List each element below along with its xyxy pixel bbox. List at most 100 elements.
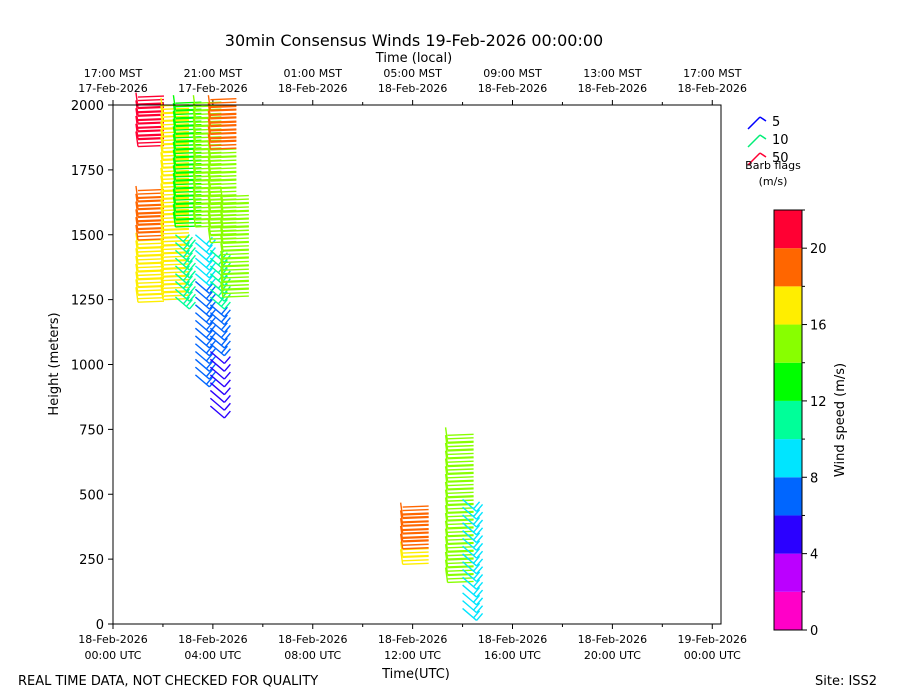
colorbar-segment — [774, 324, 802, 363]
colorbar-label: Wind speed (m/s) — [833, 363, 848, 477]
wind-barb — [220, 219, 249, 236]
wind-barb — [220, 250, 249, 267]
y-tick-label: 1500 — [71, 229, 104, 244]
wind-barb — [194, 257, 216, 271]
wind-barb — [207, 110, 237, 127]
wind-barb — [462, 522, 484, 536]
top-tick-label-date: 17-Feb-2026 — [178, 82, 247, 95]
x-tick-label-date: 18-Feb-2026 — [378, 633, 447, 646]
wind-barb — [220, 188, 249, 205]
colorbar-tick-label: 12 — [810, 395, 827, 410]
colorbar-segment — [774, 362, 802, 401]
wind-barb — [135, 217, 164, 233]
wind-barb — [444, 427, 474, 444]
x-axis-ticks: 18-Feb-2026 00:00 UTC 18-Feb-2026 04:00 UTC… — [78, 624, 747, 662]
disclaimer-text: REAL TIME DATA, NOT CHECKED FOR QUALITY — [18, 674, 319, 689]
wind-barb — [194, 280, 216, 294]
barb-legend-entry: 5 — [747, 115, 780, 130]
wind-barb — [462, 561, 484, 575]
x-tick-label-date: 18-Feb-2026 — [478, 633, 547, 646]
wind-barb — [194, 366, 216, 380]
wind-barb — [174, 280, 196, 294]
x-tick-label-date: 19-Feb-2026 — [678, 633, 747, 646]
wind-barb — [194, 327, 216, 341]
wind-barb — [135, 108, 164, 124]
colorbar-segment — [774, 286, 802, 325]
colorbar-tick-label: 4 — [810, 548, 818, 563]
site-label: Site: ISS2 — [815, 674, 878, 689]
wind-barb — [462, 607, 484, 621]
wind-barb — [220, 204, 249, 220]
wind-barb — [194, 288, 216, 302]
wind-barb — [135, 232, 164, 249]
barb-legend-label: 5 — [772, 115, 780, 130]
wind-barb — [194, 350, 216, 365]
wind-barb — [160, 159, 189, 176]
wind-barb — [444, 473, 474, 490]
top-tick-label-time: 13:00 MST — [583, 67, 642, 80]
wind-barb — [444, 450, 474, 467]
wind-barb — [220, 274, 249, 290]
wind-barb — [220, 266, 249, 283]
wind-barb — [135, 248, 164, 264]
x-tick-label-time: 00:00 UTC — [684, 649, 741, 662]
wind-barb — [194, 296, 216, 310]
wind-barb — [160, 175, 189, 192]
wind-speed-colorbar: 0 4 8 12 16 20 — [773, 209, 827, 639]
top-tick-label-date: 18-Feb-2026 — [478, 82, 547, 95]
wind-barb — [220, 243, 249, 259]
colorbar-segment — [774, 248, 802, 287]
wind-barb — [174, 288, 196, 302]
colorbar-segment — [774, 591, 802, 630]
y-tick-label: 1750 — [71, 164, 104, 179]
wind-barb — [135, 240, 164, 257]
colorbar-tick-label: 0 — [810, 624, 818, 639]
wind-barb — [444, 458, 474, 475]
wind-barb — [209, 343, 231, 357]
colorbar-segment — [774, 515, 802, 554]
barb-flags-legend: 5 10 50 — [747, 115, 789, 166]
wind-barb — [444, 435, 474, 451]
wind-barb — [135, 255, 164, 272]
wind-barb — [160, 222, 189, 239]
wind-barb — [160, 284, 189, 301]
barb-legend-entry: 10 — [747, 133, 789, 148]
x-tick-label-time: 00:00 UTC — [84, 649, 141, 662]
y-tick-label: 0 — [96, 618, 104, 633]
wind-barb — [207, 165, 237, 181]
chart-title: 30min Consensus Winds 19-Feb-2026 00:00:… — [225, 31, 603, 50]
wind-barb — [209, 405, 231, 419]
x-tick-label-date: 18-Feb-2026 — [78, 633, 147, 646]
x-tick-label-time: 20:00 UTC — [584, 649, 641, 662]
wind-barb — [194, 304, 216, 318]
x-axis-label: Time(UTC) — [381, 667, 450, 682]
wind-barb — [220, 281, 249, 298]
wind-barb — [174, 234, 196, 248]
top-tick-label-time: 05:00 MST — [383, 67, 442, 80]
wind-barb — [220, 258, 249, 275]
wind-barb — [207, 157, 237, 174]
wind-barb — [160, 206, 189, 223]
top-tick-label-time: 09:00 MST — [483, 67, 542, 80]
y-tick-label: 1250 — [71, 294, 104, 309]
colorbar-frame — [773, 209, 803, 631]
wind-barb — [174, 249, 196, 263]
wind-barb — [462, 506, 484, 520]
y-tick-label: 750 — [79, 423, 104, 438]
wind-barb — [160, 191, 189, 207]
wind-barbs — [135, 92, 484, 621]
wind-barb — [444, 442, 474, 459]
colorbar-tick-label: 16 — [810, 319, 827, 334]
wind-barb — [444, 489, 474, 506]
wind-barb — [444, 481, 474, 498]
wind-barb — [194, 358, 216, 372]
wind-barb — [399, 549, 429, 566]
x-tick-label-time: 12:00 UTC — [384, 649, 441, 662]
x-tick-label-date: 18-Feb-2026 — [278, 633, 347, 646]
wind-barb — [207, 134, 237, 150]
barb-legend-label: 10 — [772, 133, 789, 148]
wind-barb — [135, 209, 164, 226]
wind-barb — [209, 374, 231, 388]
wind-barb — [209, 327, 231, 341]
colorbar-tick-label: 20 — [810, 242, 827, 257]
